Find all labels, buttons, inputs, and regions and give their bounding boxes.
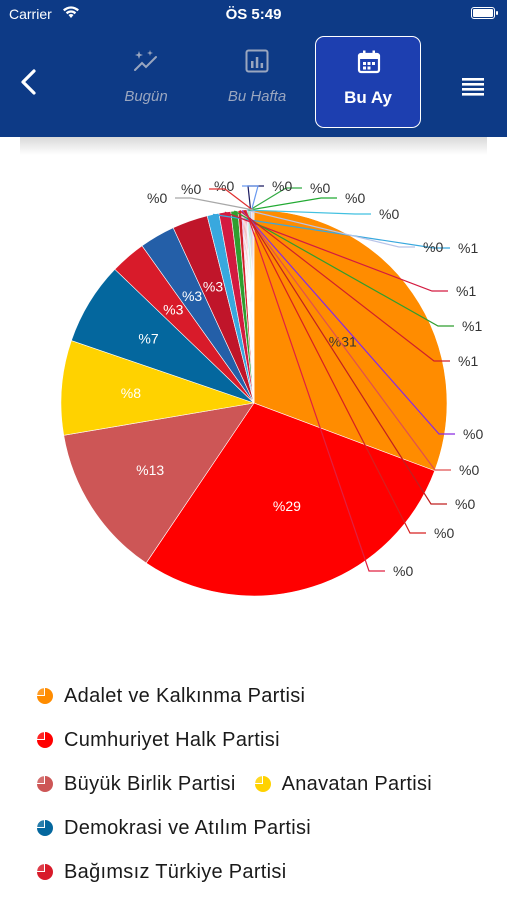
header-shadow	[20, 137, 487, 155]
legend-item-akp[interactable]: Adalet ve Kalkınma Partisi	[36, 685, 305, 708]
slice-leader-line	[247, 209, 371, 215]
slice-label: %8	[121, 385, 141, 401]
slice-label: %1	[462, 318, 482, 334]
slice-label: %0	[147, 190, 167, 206]
slice-label: %31	[329, 333, 357, 349]
legend-item-bbp[interactable]: Büyük Birlik Partisi	[36, 773, 236, 796]
legend-row: Adalet ve Kalkınma Partisi	[36, 681, 323, 711]
carrier-label: Carrier	[9, 6, 52, 22]
slice-label: %7	[138, 331, 158, 347]
slice-label: %0	[272, 178, 292, 194]
tab-this-month-label: Bu Ay	[344, 88, 392, 107]
tab-today[interactable]: Bugün	[95, 36, 197, 128]
legend-row: Demokrasi ve Atılım Partisi	[36, 813, 329, 843]
slice-leader-line	[241, 210, 455, 435]
pie-slice[interactable]	[63, 402, 255, 564]
slice-leader-line	[239, 210, 450, 362]
calendar-icon	[357, 50, 381, 74]
slice-label: %0	[463, 426, 483, 442]
legend-item-btp[interactable]: Bağımsız Türkiye Partisi	[36, 861, 286, 884]
tab-this-week[interactable]: Bu Hafta	[206, 36, 308, 128]
slice-label: %3	[163, 302, 183, 318]
pie-slice-icon	[37, 776, 53, 792]
pie-slice-icon	[37, 864, 53, 880]
slice-label: %0	[345, 190, 365, 206]
slice-label: %3	[182, 288, 202, 304]
slice-leader-line	[234, 210, 454, 327]
legend-row: Cumhuriyet Halk Partisi	[36, 725, 298, 755]
battery-icon	[471, 7, 498, 19]
legend-item-chp[interactable]: Cumhuriyet Halk Partisi	[36, 729, 280, 752]
legend-label: Adalet ve Kalkınma Partisi	[64, 684, 306, 707]
slice-label: %0	[310, 180, 330, 196]
back-arrow-icon[interactable]	[18, 68, 40, 96]
pie-slice[interactable]	[60, 340, 255, 436]
slice-leader-line	[209, 188, 253, 211]
slice-label: %3	[203, 279, 223, 295]
legend-label: Cumhuriyet Halk Partisi	[64, 728, 280, 751]
legend-item-anap[interactable]: Anavatan Partisi	[254, 773, 432, 796]
tab-this-week-label: Bu Hafta	[227, 88, 287, 105]
pie-slice-icon	[254, 776, 271, 792]
legend-row: Bağımsız Türkiye Partisi	[36, 857, 304, 887]
slice-leader-line	[212, 213, 450, 249]
slice-label: %1	[458, 240, 478, 256]
nav-header: Carrier ÖS 5:49 Bugün Bu Hafta	[0, 0, 507, 137]
legend-label: Anavatan Partisi	[281, 772, 433, 795]
clock: ÖS 5:49	[225, 6, 282, 23]
wifi-icon	[63, 6, 79, 18]
legend-label: Bağımsız Türkiye Partisi	[64, 860, 287, 883]
slice-label: %1	[458, 353, 478, 369]
slice-label: %0	[393, 563, 413, 579]
slice-leader-line	[248, 197, 337, 211]
pie-slice[interactable]	[145, 402, 436, 597]
status-bar: Carrier ÖS 5:49	[0, 0, 507, 28]
slice-leader-line	[242, 209, 451, 471]
pie-slice[interactable]	[253, 209, 448, 472]
slice-leader-line	[243, 209, 447, 505]
legend-label: Büyük Birlik Partisi	[64, 772, 236, 795]
slice-label: %0	[455, 496, 475, 512]
slice-label: %29	[273, 498, 301, 514]
pie-slice-icon	[37, 688, 53, 704]
legend-label: Demokrasi ve Atılım Partisi	[64, 816, 312, 839]
slice-label: %0	[181, 181, 201, 197]
slice-leader-line	[244, 209, 426, 534]
slice-leader-line	[245, 210, 385, 572]
pie-slice-icon	[37, 732, 53, 748]
slice-leader-line	[175, 197, 254, 211]
slice-label: %0	[423, 239, 443, 255]
slice-label: %0	[459, 462, 479, 478]
sparkle-chart-icon	[134, 50, 157, 71]
slice-label: %13	[136, 462, 164, 478]
pie-slice-icon	[37, 820, 53, 836]
slice-label: %1	[456, 283, 476, 299]
menu-icon[interactable]	[462, 76, 484, 96]
slice-label: %0	[434, 525, 454, 541]
tab-this-month[interactable]: Bu Ay	[315, 36, 421, 128]
slice-label: %0	[379, 206, 399, 222]
bar-chart-icon	[245, 49, 269, 73]
slice-label: %0	[214, 178, 234, 194]
slice-leader-line	[249, 187, 302, 211]
slice-leader-line	[242, 185, 259, 211]
slice-leader-line	[246, 209, 415, 248]
slice-leader-line	[224, 211, 448, 292]
pie-labels: %31%29%13%8%7%3%3%3%1%1%1%1%0%0%0%0%0%0%…	[121, 178, 484, 579]
tab-today-label: Bugün	[124, 88, 168, 105]
pie-chart: %31%29%13%8%7%3%3%3%1%1%1%1%0%0%0%0%0%0%…	[60, 178, 484, 597]
pie-slices	[60, 209, 448, 597]
legend-item-dap[interactable]: Demokrasi ve Atılım Partisi	[36, 817, 311, 840]
legend-row: Büyük Birlik Partisi Anavatan Partisi	[36, 769, 450, 799]
